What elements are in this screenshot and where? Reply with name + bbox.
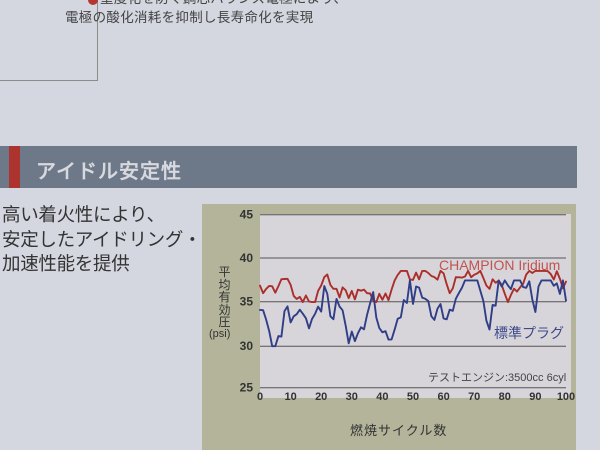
svg-text:30: 30: [346, 391, 358, 403]
svg-text:テストエンジン:3500cc 6cyl: テストエンジン:3500cc 6cyl: [428, 372, 566, 384]
svg-text:70: 70: [468, 391, 480, 403]
svg-text:80: 80: [499, 391, 511, 403]
svg-text:60: 60: [437, 391, 449, 403]
svg-text:30: 30: [240, 339, 254, 353]
svg-text:50: 50: [407, 391, 419, 403]
svg-text:10: 10: [284, 391, 296, 403]
svg-text:0: 0: [257, 391, 263, 403]
svg-text:25: 25: [240, 381, 254, 395]
svg-text:CHAMPION Iridium: CHAMPION Iridium: [439, 257, 560, 273]
svg-text:40: 40: [240, 251, 254, 265]
svg-text:20: 20: [315, 391, 327, 403]
svg-text:35: 35: [240, 295, 254, 309]
svg-text:90: 90: [529, 391, 541, 403]
svg-text:100: 100: [557, 391, 575, 403]
svg-text:45: 45: [240, 208, 254, 222]
svg-text:標準プラグ: 標準プラグ: [494, 325, 564, 341]
svg-text:40: 40: [376, 391, 388, 403]
